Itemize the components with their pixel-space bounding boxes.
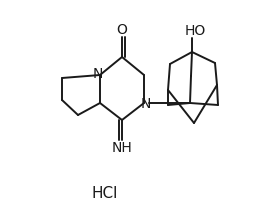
Text: HO: HO bbox=[184, 24, 206, 38]
Text: O: O bbox=[116, 23, 127, 37]
Text: N: N bbox=[93, 67, 103, 81]
Text: NH: NH bbox=[112, 141, 132, 155]
Text: HCl: HCl bbox=[92, 186, 118, 200]
Text: N: N bbox=[141, 97, 151, 111]
